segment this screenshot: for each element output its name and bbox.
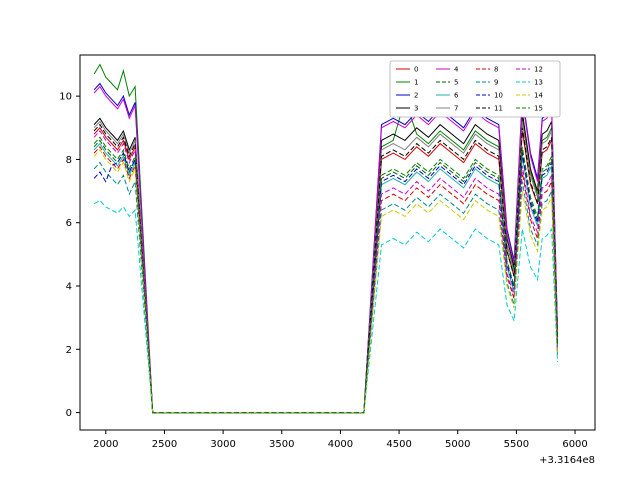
legend-label-3: 3 bbox=[414, 105, 418, 113]
legend-label-10: 10 bbox=[494, 92, 503, 100]
legend-label-0: 0 bbox=[414, 66, 418, 74]
legend-label-8: 8 bbox=[494, 66, 498, 74]
series-line-6 bbox=[93, 142, 558, 414]
series-line-1 bbox=[93, 63, 558, 414]
series-line-7 bbox=[93, 120, 558, 414]
series-line-0 bbox=[93, 126, 558, 414]
legend-label-12: 12 bbox=[534, 66, 543, 74]
series-line-11 bbox=[93, 123, 558, 414]
x-tick-label: 2000 bbox=[93, 439, 118, 450]
x-tick-label: 2500 bbox=[152, 439, 177, 450]
y-tick-label: 8 bbox=[66, 155, 72, 166]
legend-label-7: 7 bbox=[454, 105, 458, 113]
x-tick-label: 3000 bbox=[210, 439, 235, 450]
x-tick-label: 3500 bbox=[269, 439, 294, 450]
y-tick-label: 0 bbox=[66, 408, 72, 419]
x-tick-label: 4500 bbox=[386, 439, 411, 450]
x-tick-label: 5000 bbox=[445, 439, 470, 450]
series-line-10 bbox=[93, 151, 558, 414]
legend-label-11: 11 bbox=[494, 105, 503, 113]
series-line-8 bbox=[93, 145, 558, 414]
x-tick-label: 6000 bbox=[562, 439, 587, 450]
legend-label-1: 1 bbox=[414, 79, 418, 87]
legend-box bbox=[389, 60, 561, 118]
series-line-3 bbox=[93, 111, 558, 414]
series-line-13 bbox=[93, 199, 558, 414]
series-line-15 bbox=[93, 136, 558, 414]
y-tick-label: 2 bbox=[66, 345, 72, 356]
series-line-14 bbox=[93, 149, 558, 414]
series-line-9 bbox=[93, 161, 558, 414]
x-tick-label: 4000 bbox=[328, 439, 353, 450]
legend-label-4: 4 bbox=[454, 66, 459, 74]
legend-label-2: 2 bbox=[414, 92, 418, 100]
y-tick-label: 10 bbox=[59, 92, 72, 103]
y-tick-label: 6 bbox=[66, 218, 72, 229]
series-line-12 bbox=[93, 130, 558, 414]
x-axis-offset-label: +3.3164e8 bbox=[539, 455, 595, 466]
axes-frame bbox=[79, 54, 596, 431]
legend-label-13: 13 bbox=[534, 79, 543, 87]
x-tick-label: 5500 bbox=[504, 439, 529, 450]
legend-label-14: 14 bbox=[534, 92, 543, 100]
legend-label-15: 15 bbox=[534, 105, 543, 113]
legend-label-5: 5 bbox=[454, 79, 458, 87]
y-tick-label: 4 bbox=[66, 282, 72, 293]
legend-label-6: 6 bbox=[454, 92, 459, 100]
legend-label-9: 9 bbox=[494, 79, 498, 87]
series-line-4 bbox=[93, 85, 558, 414]
